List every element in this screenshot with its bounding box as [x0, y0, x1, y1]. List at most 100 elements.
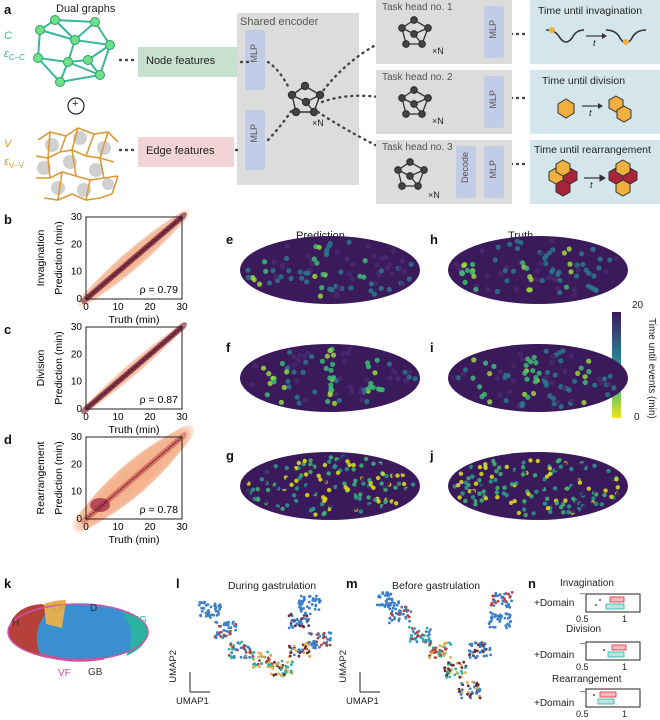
cell-dot	[383, 499, 388, 505]
cell-dot	[316, 244, 322, 250]
cell-dot	[494, 469, 499, 474]
cell-dot	[308, 469, 313, 475]
vertex-edge-epsilon: ε	[4, 156, 9, 168]
umap-point	[398, 609, 401, 613]
umap-point	[431, 648, 435, 652]
label-cf: CF	[52, 603, 66, 614]
cell-dot	[586, 486, 591, 491]
cell-dot	[386, 361, 392, 367]
cell-dot	[365, 364, 372, 370]
cell-dot	[288, 462, 294, 467]
umap-point	[508, 615, 512, 619]
umap-point	[257, 651, 260, 655]
cell-dot	[331, 498, 337, 503]
cell-dot	[322, 485, 327, 490]
umap-point	[503, 616, 507, 620]
cell-dot	[558, 505, 564, 510]
cell-dot	[558, 404, 564, 410]
cell-dot	[545, 369, 551, 375]
cell-dot	[289, 482, 294, 487]
cell-dot	[329, 387, 335, 393]
cell-dot	[582, 374, 588, 380]
umap-point	[445, 675, 449, 679]
umap-point	[471, 680, 474, 684]
cell-dot	[485, 286, 491, 292]
cell-dot	[567, 471, 572, 476]
cell-dot	[524, 464, 530, 469]
cell-dot	[300, 369, 306, 375]
umap-point	[470, 644, 474, 648]
cell-dot	[352, 482, 357, 487]
umap-point	[325, 643, 328, 646]
cell-dot	[473, 481, 479, 486]
n-row3-boxes	[593, 691, 617, 705]
cell-dot	[514, 468, 520, 474]
cell-dot	[514, 245, 521, 251]
cell-dot	[382, 504, 387, 510]
cell-dot	[373, 506, 378, 512]
cell-dot	[553, 277, 559, 283]
umap-point	[289, 663, 293, 667]
cell-dot	[279, 360, 285, 367]
umap-point	[313, 607, 317, 611]
x-axis-label: Truth (min)	[109, 424, 160, 436]
y-tick-label: 0	[76, 294, 82, 305]
cell-dot	[291, 493, 297, 498]
umap-point	[277, 672, 280, 675]
cell-dot	[592, 463, 597, 468]
cell-dot	[378, 285, 384, 291]
y-tick-label: 30	[71, 432, 83, 443]
embryo-body	[448, 452, 628, 520]
cell-dot	[578, 251, 585, 257]
cell-dot	[519, 402, 525, 409]
n-row2-dash: –	[580, 638, 586, 648]
cell-dot	[547, 466, 553, 471]
umap-point	[455, 661, 459, 665]
plot-frame	[85, 326, 183, 410]
cell-dot	[406, 276, 412, 282]
cell-dot	[406, 374, 412, 380]
umap-point	[462, 660, 466, 664]
cell-dot	[377, 485, 382, 491]
cell-dot	[568, 353, 574, 359]
umap-point	[202, 606, 206, 610]
cell-dot	[552, 456, 557, 461]
umap-point	[488, 648, 492, 652]
umap-point	[383, 605, 387, 608]
umap-point	[307, 643, 311, 647]
umap-point	[408, 619, 411, 623]
cell-dot	[566, 246, 572, 252]
row-title: Invagination	[35, 230, 47, 287]
task-head-1-graph-icon	[398, 16, 432, 48]
cell-dot	[412, 376, 418, 382]
cell-dot	[599, 502, 604, 507]
cell-dot	[567, 459, 572, 465]
umap-point	[214, 620, 218, 624]
umap-point	[213, 603, 217, 607]
cell-dot	[585, 506, 590, 512]
n-row1-dash: –	[580, 588, 586, 598]
cell-dot	[533, 360, 539, 366]
cell-dot	[327, 392, 333, 398]
cell-dot	[581, 400, 587, 406]
n-row1-tick-1: 1	[622, 614, 628, 624]
umap-point	[252, 658, 256, 661]
cell-dot	[372, 370, 378, 376]
dual-graphs-title: Dual graphs	[56, 3, 116, 15]
cell-dot	[504, 278, 510, 284]
umap-point	[279, 664, 283, 668]
cell-dot	[393, 501, 399, 506]
umap-point	[468, 656, 472, 659]
umap-point	[260, 662, 263, 665]
umap-point	[283, 673, 286, 676]
cell-dot	[251, 482, 256, 488]
cell-dot	[526, 491, 531, 497]
embryo-f	[240, 344, 420, 412]
umap-point	[433, 651, 436, 654]
umap-m-points	[375, 591, 514, 700]
umap-point	[307, 640, 311, 644]
cell-dot	[527, 511, 532, 516]
cell-dot	[367, 478, 372, 483]
cell-dot	[605, 392, 611, 398]
umap-point	[316, 636, 320, 640]
